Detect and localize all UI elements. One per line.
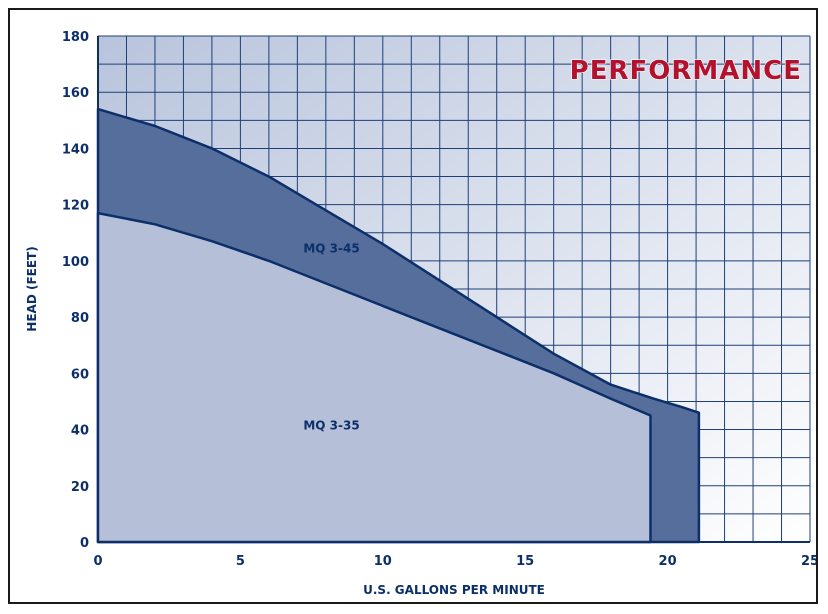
- y-tick-label: 160: [62, 86, 89, 101]
- y-tick-label: 80: [71, 311, 89, 326]
- y-tick-label: 120: [62, 199, 89, 214]
- y-tick-label: 60: [71, 367, 89, 382]
- y-tick-label: 40: [71, 424, 89, 439]
- curve-areas: [96, 107, 701, 544]
- x-tick-label: 15: [516, 554, 534, 569]
- chart-title: PERFORMANCE: [570, 56, 802, 86]
- x-tick-label: 20: [659, 554, 677, 569]
- x-axis-title: U.S. GALLONS PER MINUTE: [363, 583, 545, 597]
- axes: [97, 36, 810, 543]
- y-tick-label: 20: [71, 480, 89, 495]
- performance-chart: 0 20 40 60 80 100 120 140 160 180 0 5 10 15 20 25 PERFO…: [25, 30, 816, 597]
- tick-labels: 0 20 40 60 80 100 120 140 160 180 0 5 10 15 20 25: [62, 30, 816, 569]
- x-tick-label: 10: [374, 554, 392, 569]
- chart-frame: 0 20 40 60 80 100 120 140 160 180 0 5 10 15 20 25 PERFO…: [8, 8, 818, 604]
- series-label-mq-3-35: MQ 3-35: [303, 419, 359, 433]
- y-tick-label: 0: [80, 536, 89, 551]
- y-tick-label: 140: [62, 142, 89, 157]
- y-tick-label: 180: [62, 30, 89, 45]
- x-tick-label: 5: [236, 554, 245, 569]
- series-area-mq-3-35: [96, 211, 652, 544]
- x-tick-label: 25: [801, 554, 816, 569]
- y-tick-label: 100: [62, 255, 89, 270]
- x-tick-label: 0: [93, 554, 102, 569]
- series-label-mq-3-45: MQ 3-45: [303, 241, 359, 255]
- y-axis-title: HEAD (FEET): [25, 246, 39, 331]
